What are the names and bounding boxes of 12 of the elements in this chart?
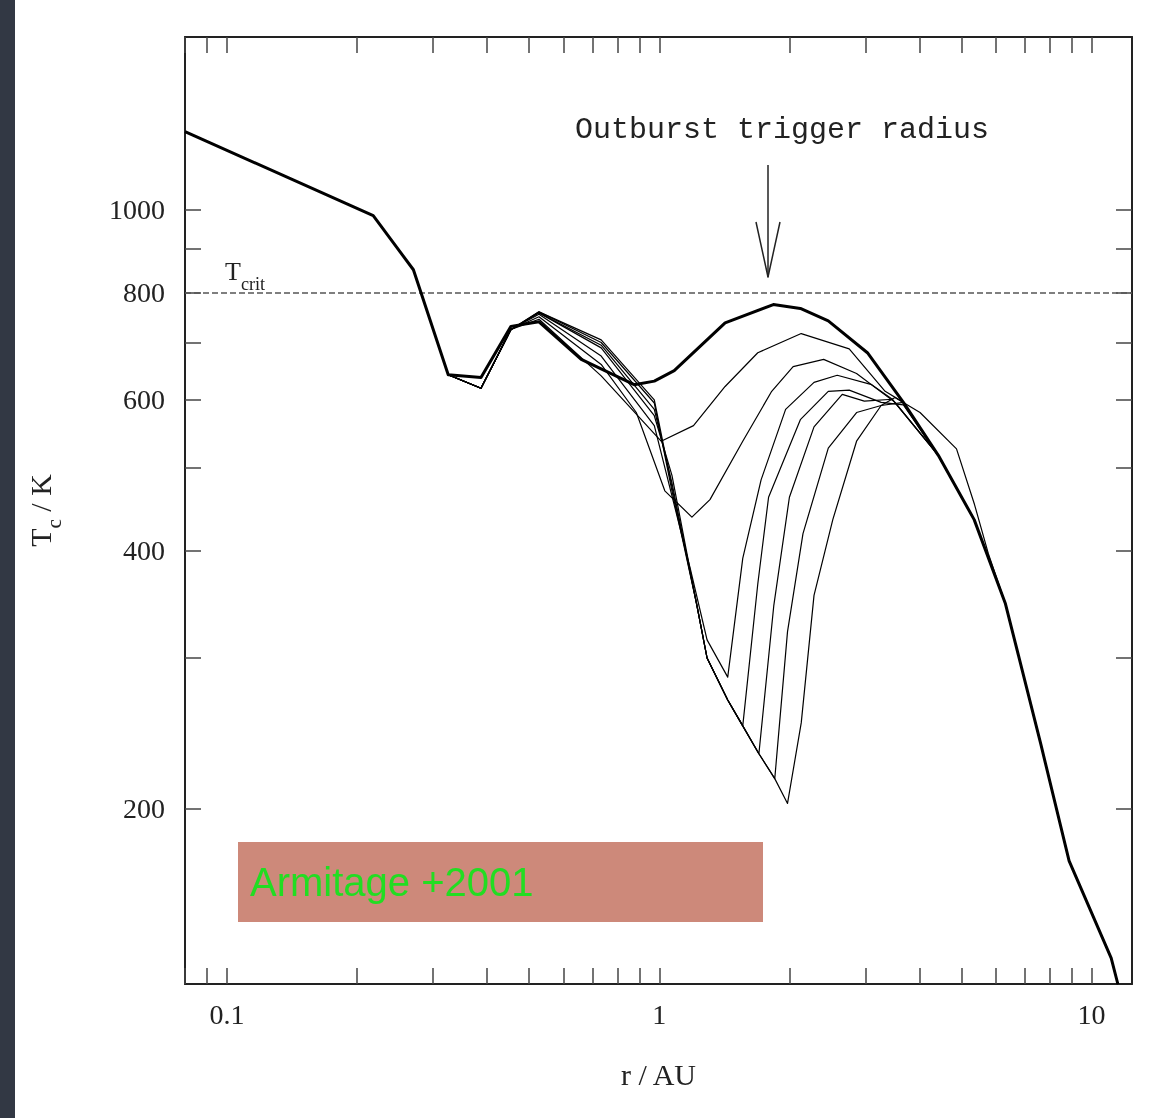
label-box: Armitage +2001 <box>238 842 763 922</box>
x-axis-title: r / AU <box>621 1057 697 1091</box>
y-tick-label: 600 <box>123 384 165 416</box>
x-tick-label: 10 <box>1077 998 1106 1030</box>
y-axis-title: Tc / K <box>23 473 66 547</box>
x-tick-label: 0.1 <box>209 998 245 1030</box>
y-tick-label: 800 <box>123 277 165 309</box>
annotation: Outburst trigger radius <box>575 112 990 149</box>
y-tick-label: 200 <box>123 793 165 825</box>
x-tick-label: 1 <box>652 998 667 1030</box>
y-tick-label: 1000 <box>109 194 165 226</box>
y-tick-label: 400 <box>123 535 165 567</box>
